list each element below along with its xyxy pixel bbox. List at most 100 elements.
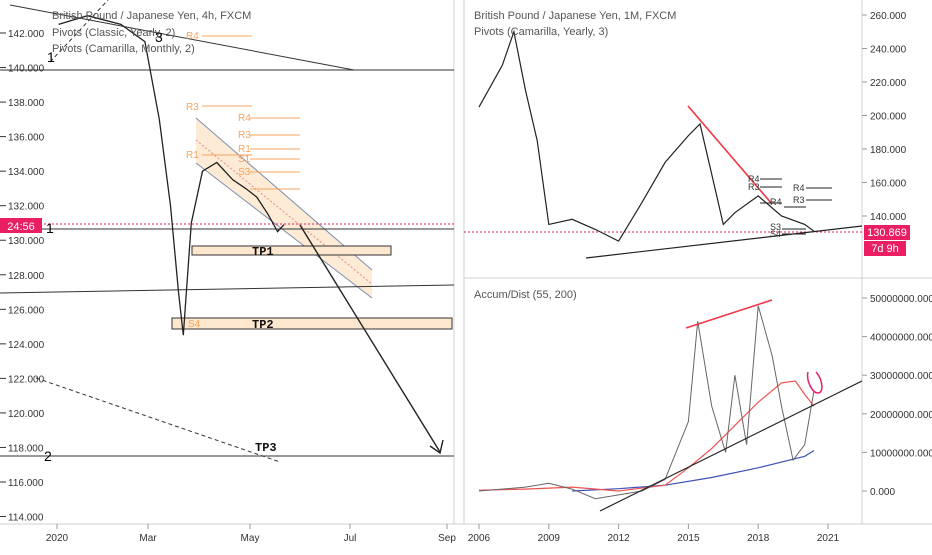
rtop-price-label: 130.869	[867, 227, 907, 239]
svg-text:R4: R4	[793, 183, 805, 193]
svg-text:R4: R4	[770, 197, 782, 207]
left-y-tick-label: 142.000	[8, 29, 45, 40]
svg-text:R1: R1	[238, 144, 251, 155]
svg-text:R3: R3	[748, 182, 760, 192]
pivot-lines	[202, 35, 300, 190]
left-y-tick-label: 116.000	[8, 478, 44, 489]
svg-text:S3: S3	[238, 167, 251, 178]
right-top-chart: 260.000 240.000 220.000 200.000 180.000 160.0…	[463, 0, 932, 524]
channel-lower-line	[195, 162, 373, 299]
tp3-label: TP3	[255, 441, 277, 455]
rtop-time-badge	[864, 241, 906, 256]
ad-y-tick-label: 50000000.000	[870, 294, 932, 305]
left-y-tick-label: 114.000	[8, 513, 44, 524]
ad-x-tick-label: 2021	[817, 533, 840, 544]
rtop-y-tick-label: 260.000	[870, 11, 907, 22]
left-x-axis: 2020 Mar May Jul Sep	[46, 524, 456, 544]
ad-red-trendline	[685, 299, 773, 329]
svg-text:R1: R1	[186, 150, 199, 161]
left-y-tick-label: 130.000	[8, 236, 45, 247]
ad-y-tick-label: 10000000.000	[870, 448, 932, 459]
left-y-axis: 142.000 140.000 138.000 136.000 134.000 132.0…	[0, 29, 45, 524]
countdown-text: 24:56	[7, 221, 35, 233]
ad-support-trendline	[599, 380, 863, 512]
ad-x-tick-label: 2006	[468, 533, 491, 544]
ad-y-tick-label: 0.000	[870, 487, 895, 498]
left-x-tick-label: 2020	[46, 533, 69, 544]
left-y-tick-label: 138.000	[8, 98, 45, 109]
rtop-support-trendline	[585, 225, 863, 259]
right-bottom-y-axis: 50000000.000 40000000.000 30000000.000 2000…	[862, 294, 932, 498]
left-y-tick-label: 124.000	[8, 340, 45, 351]
upper-trend-line	[9, 4, 355, 71]
ad-fast-ma	[478, 380, 815, 492]
left-y-tick-label: 132.000	[8, 202, 45, 213]
tp1-label: TP1	[252, 245, 274, 259]
right-bottom-chart: 50000000.000 40000000.000 30000000.000 2000…	[468, 289, 932, 544]
left-y-tick-label: 136.000	[8, 133, 45, 144]
rtop-pivot-labels: R4 R3 R4 R4 R3 S3 S4	[748, 174, 805, 239]
svg-text:R4: R4	[186, 31, 199, 42]
left-y-tick-label: 122.000	[8, 374, 45, 385]
projection-arrow-line	[299, 224, 441, 453]
ad-y-tick-label: 40000000.000	[870, 333, 932, 344]
rtop-indicator: Pivots (Camarilla, Yearly, 3)	[474, 26, 608, 38]
right-bottom-x-axis: 2006 2009 2012 2015 2018 2021	[468, 524, 840, 544]
descending-channel-fill	[196, 118, 372, 298]
left-y-tick-label: 118.000	[8, 443, 44, 454]
svg-text:R3: R3	[238, 130, 251, 141]
ad-x-tick-label: 2018	[747, 533, 770, 544]
support-line	[0, 284, 455, 294]
left-y-tick-label: 126.000	[8, 305, 45, 316]
channel-upper-line	[195, 117, 373, 271]
ad-title: Accum/Dist (55, 200)	[474, 289, 577, 301]
tp1-box	[191, 245, 392, 256]
left-price-series	[58, 15, 285, 336]
rtop-y-tick-label: 220.000	[870, 78, 907, 89]
rtop-price-badge	[864, 225, 910, 240]
left-x-tick-label: May	[241, 533, 260, 544]
tp2-box	[171, 317, 453, 330]
dashed-trend-line	[35, 377, 281, 463]
ad-x-tick-label: 2012	[607, 533, 630, 544]
left-indicator-1: Pivots (Classic, Yearly, 2)	[52, 27, 175, 39]
left-indicator-2: Pivots (Camarilla, Monthly, 2)	[52, 43, 195, 55]
wave-label-1b: 1	[46, 220, 54, 236]
ad-slow-ma	[572, 449, 815, 492]
svg-text:S4: S4	[770, 229, 781, 239]
left-x-tick-label: Sep	[438, 533, 456, 544]
rtop-y-tick-label: 240.000	[870, 45, 907, 56]
rtop-pivot-lines	[760, 178, 832, 235]
left-x-tick-label: Jul	[344, 533, 357, 544]
rtop-red-downtrend	[687, 105, 773, 205]
tp2-label: TP2	[252, 318, 274, 332]
left-y-tick-label: 140.000	[8, 64, 45, 75]
svg-text:R3: R3	[186, 102, 199, 113]
ad-y-tick-label: 20000000.000	[870, 410, 932, 421]
svg-text:R4: R4	[238, 113, 251, 124]
left-title: British Pound / Japanese Yen, 4h, FXCM	[52, 10, 251, 22]
rtop-time-label: 7d 9h	[871, 243, 899, 255]
ad-x-tick-label: 2009	[538, 533, 561, 544]
left-y-tick-label: 128.000	[8, 271, 45, 282]
rtop-y-tick-label: 200.000	[870, 112, 907, 123]
dashed-upper-line	[49, 0, 109, 63]
wave-label-2: 2	[44, 448, 52, 464]
svg-text:S4: S4	[188, 319, 201, 330]
ad-circle-annotation	[806, 371, 823, 394]
wave-label-1: 1	[47, 49, 55, 65]
svg-text:S1: S1	[238, 154, 251, 165]
ad-x-tick-label: 2015	[677, 533, 700, 544]
projection-arrow-head	[429, 439, 444, 455]
pivot-labels: R4 R3 R4 R3 R1 R1 S1 S3 S4	[186, 31, 251, 330]
rtop-title: British Pound / Japanese Yen, 1M, FXCM	[474, 10, 676, 22]
channel-mid-line	[195, 139, 373, 285]
rtop-y-tick-label: 160.000	[870, 179, 907, 190]
svg-text:R3: R3	[793, 195, 805, 205]
rtop-y-tick-label: 180.000	[870, 145, 907, 156]
wave-label-3: 3	[155, 29, 163, 45]
svg-text:S3: S3	[770, 222, 781, 232]
left-y-tick-label: 134.000	[8, 167, 45, 178]
